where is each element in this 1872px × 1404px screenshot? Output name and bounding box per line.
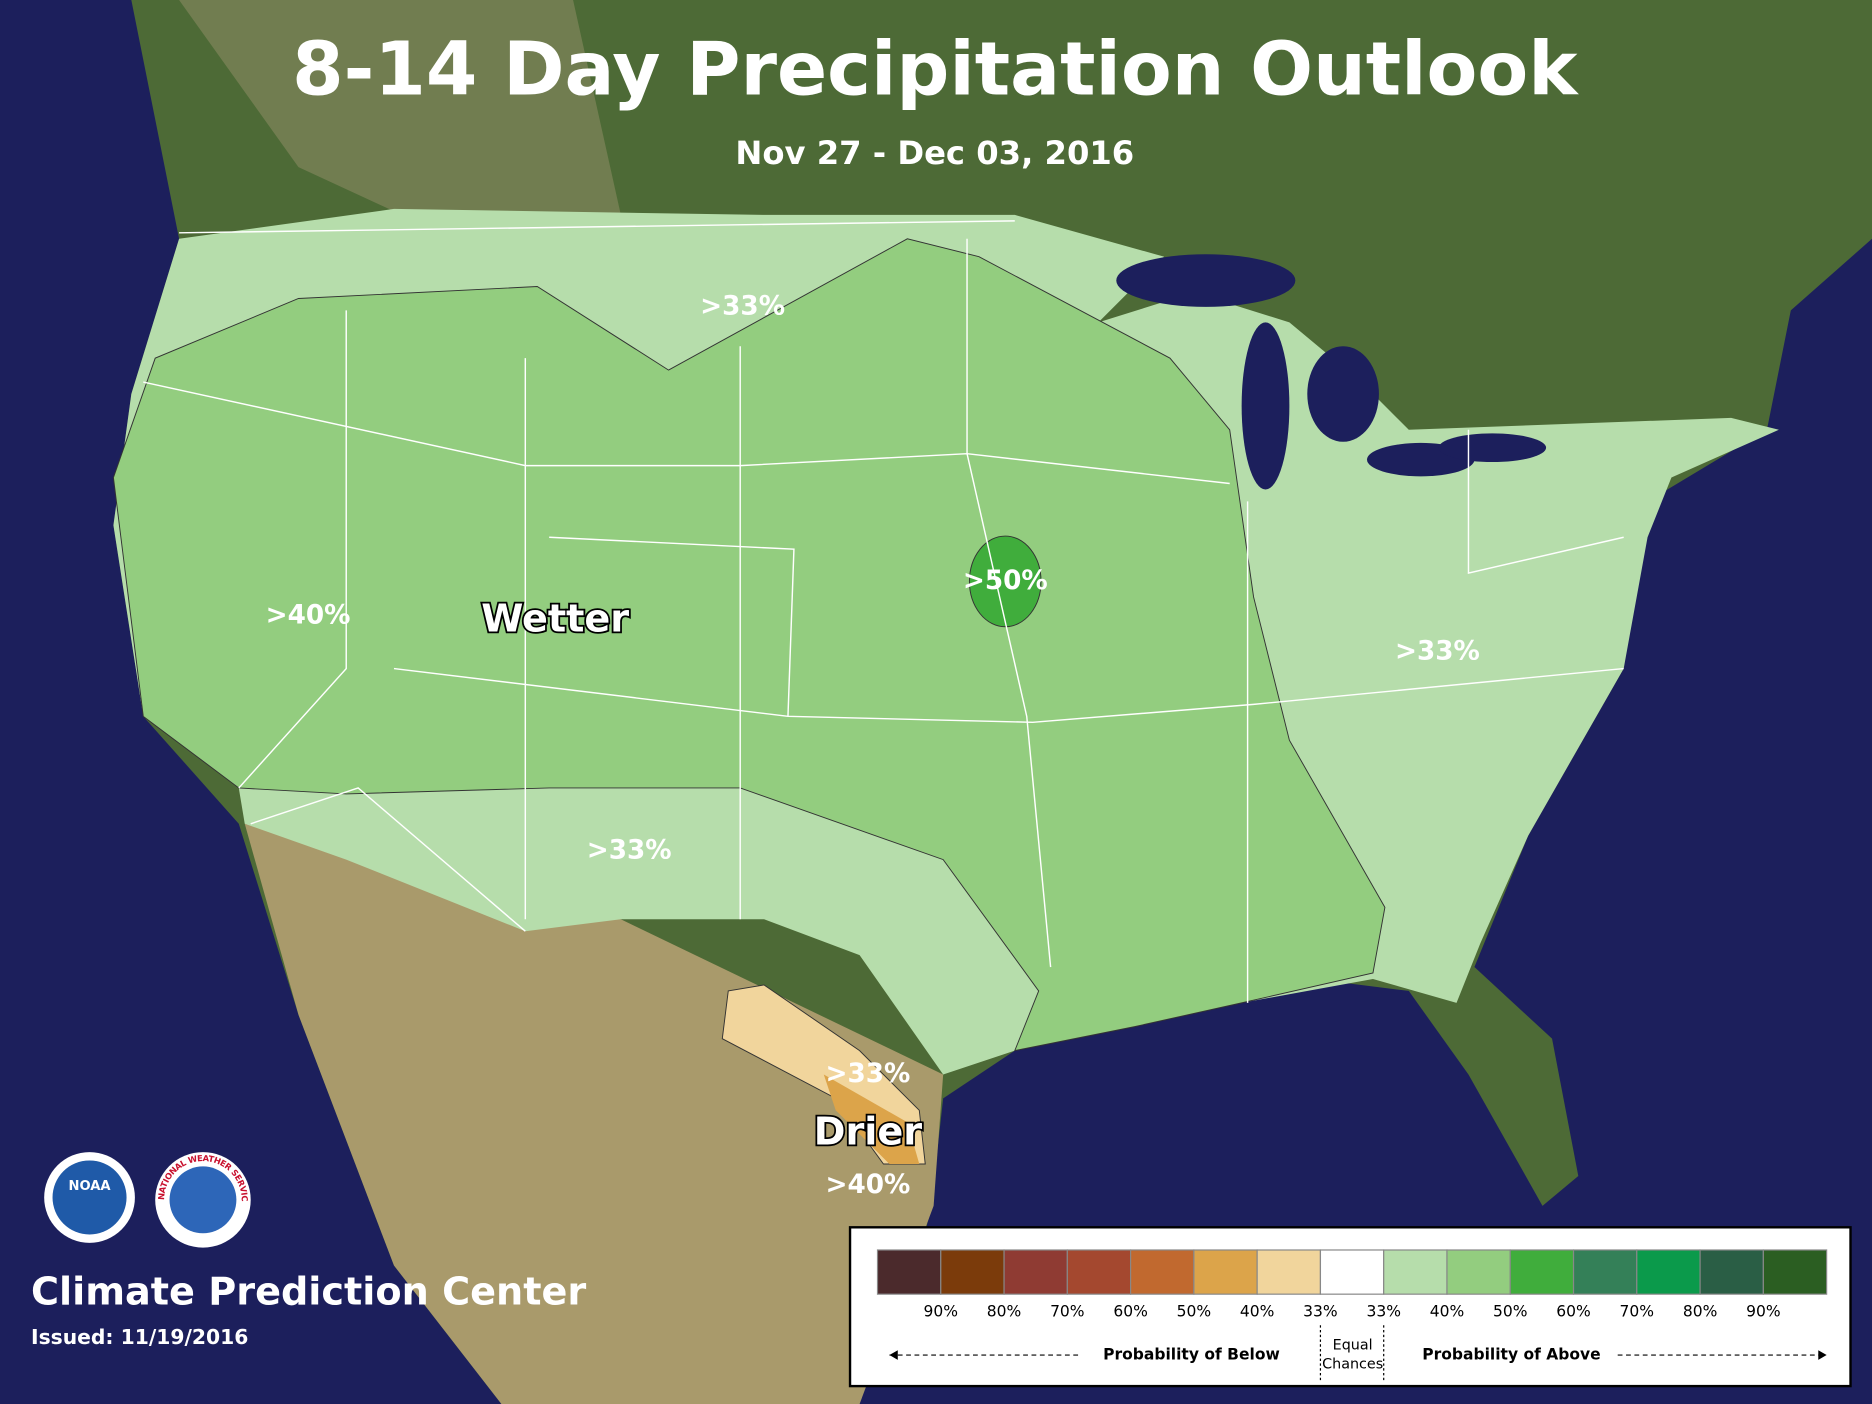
legend-label: 60% [1113,1303,1148,1321]
legend-swatch [1762,1249,1828,1295]
legend-label: 50% [1177,1303,1212,1321]
legend-label: 60% [1556,1303,1591,1321]
region-name: Wetter [481,597,629,641]
legend-swatch [1130,1249,1195,1295]
legend-label: 40% [1430,1303,1465,1321]
legend-swatch [1256,1249,1322,1295]
canada-rockies [179,0,621,239]
legend-swatch [1446,1249,1511,1295]
subtitle: Nov 27 - Dec 03, 2016 [735,134,1134,172]
legend-swatch [1319,1249,1385,1295]
region-label: >50% [963,566,1048,596]
above-arrowhead [1818,1350,1827,1360]
legend-swatch [1066,1249,1132,1295]
state-lines [143,220,1624,1003]
legend-swatch [1509,1249,1575,1295]
region-label: >40% [266,601,351,631]
legend-label: 70% [1620,1303,1655,1321]
legend-equal: Equal [1333,1338,1373,1354]
region-below-40 [823,1074,920,1165]
nws-logo-inner [169,1166,237,1234]
below-arrowhead [889,1350,898,1360]
issued-date: Issued: 11/19/2016 [31,1325,248,1349]
legend-below: Probability of Below [1103,1346,1280,1364]
legend-label: 70% [1050,1303,1085,1321]
noaa-logo-text: NOAA [68,1179,111,1194]
legend-label: 40% [1240,1303,1275,1321]
region-above-40 [112,238,1386,1052]
legend-label: 90% [924,1303,959,1321]
legend-swatch [1572,1249,1638,1295]
legend-swatch [1193,1249,1258,1295]
mexico [244,823,944,1404]
legend-label: 80% [1683,1303,1718,1321]
region-label: >33% [587,836,672,866]
noaa-logo-inner [52,1160,127,1235]
legend-label: 80% [987,1303,1022,1321]
region-label: >33% [1395,636,1480,666]
legend-swatch [1383,1249,1448,1295]
org-name: Climate Prediction Center [31,1271,586,1315]
region-above-50 [968,535,1042,628]
region-label: >40% [826,1170,911,1200]
legend-swatch [1003,1249,1068,1295]
legend-swatch [1636,1249,1701,1295]
great-lakes [1116,254,1547,490]
legend-swatch [876,1249,942,1295]
legend-label: 90% [1746,1303,1781,1321]
legend-swatch [940,1249,1005,1295]
region-label: >33% [700,291,785,321]
legend-label: 33% [1303,1303,1338,1321]
legend-above: Probability of Above [1422,1346,1600,1364]
title: 8-14 Day Precipitation Outlook [292,27,1579,113]
legend-equal: Chances [1322,1357,1383,1373]
legend-label: 33% [1366,1303,1401,1321]
legend-label: 50% [1493,1303,1528,1321]
legend-swatch [1699,1249,1764,1295]
region-name: Drier [814,1111,923,1155]
region-label: >33% [826,1059,911,1089]
